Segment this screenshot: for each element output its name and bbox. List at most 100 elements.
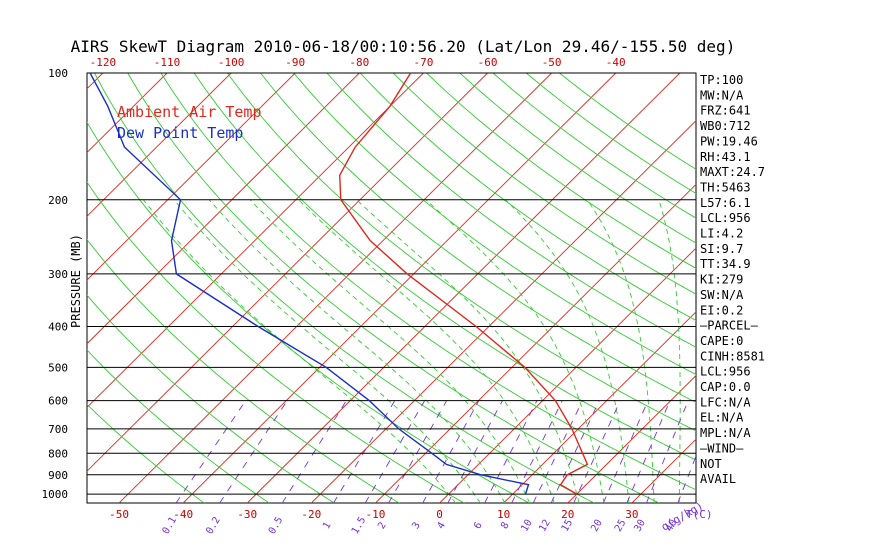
moist-adiabat-line <box>173 199 481 503</box>
top-temp-tick-label: -90 <box>285 56 305 69</box>
dew-point-line <box>89 73 530 495</box>
isotherm-line <box>87 73 168 154</box>
mixing-ratio-tick-label: 15 <box>560 518 576 534</box>
index-item: CINH:8581 <box>700 349 765 363</box>
mixing-ratio-tick-label: 4 <box>435 520 448 531</box>
mixing-ratio-tick-label: 0.5 <box>267 515 286 536</box>
isotherm-line <box>118 73 552 503</box>
top-temp-tick-label: -60 <box>478 56 498 69</box>
pressure-tick-label: 800 <box>48 447 68 460</box>
top-temp-tick-label: -70 <box>413 56 433 69</box>
index-item: MW:N/A <box>700 88 744 102</box>
index-item: KI:279 <box>700 273 743 287</box>
bottom-temp-tick-label: -10 <box>366 508 386 521</box>
dry-adiabat-line <box>193 73 696 461</box>
index-item: EI:0.2 <box>700 303 743 317</box>
pressure-tick-label: 700 <box>48 423 68 436</box>
top-temp-tick-label: -110 <box>154 56 181 69</box>
bottom-temp-tick-label: 20 <box>561 508 574 521</box>
dry-adiabat-line <box>392 73 696 295</box>
index-item: NOT <box>700 457 722 471</box>
isotherm-line <box>182 73 617 503</box>
y-axis-label: PRESSURE (MB) <box>69 234 83 328</box>
pressure-tick-label: 600 <box>48 395 68 408</box>
top-temp-tick-labels: -120 -110 -100 -90 -80 -70 -60 -50 -40 <box>90 56 626 69</box>
pressure-tick-label: 100 <box>48 67 68 80</box>
moist-adiabat-lines <box>143 199 681 503</box>
chart-title: AIRS SkewT Diagram 2010-06-18/00:10:56.2… <box>71 37 736 56</box>
mixing-ratio-tick-label: 30 <box>632 518 648 534</box>
dry-adiabat-line <box>293 73 696 376</box>
mixing-ratio-lines <box>175 400 696 503</box>
dry-adiabat-line <box>87 294 335 503</box>
index-item: PW:19.46 <box>700 134 758 148</box>
isotherm-line <box>246 73 681 503</box>
mixing-ratio-line <box>484 400 538 503</box>
isotherm-line <box>87 73 232 217</box>
dry-adiabat-line <box>492 73 696 219</box>
dry-adiabat-line <box>326 73 696 348</box>
index-item: CAP:0.0 <box>700 380 751 394</box>
dry-adiabat-line <box>525 73 696 195</box>
mixing-ratio-line <box>447 400 503 503</box>
dry-adiabat-line <box>127 73 660 503</box>
mixing-ratio-tick-label: 40 <box>664 518 680 534</box>
top-temp-tick-label: -100 <box>218 56 245 69</box>
mixing-ratio-line <box>550 400 600 503</box>
index-item: SW:N/A <box>700 288 744 302</box>
bottom-temp-tick-label: -20 <box>301 508 321 521</box>
index-item: RH:43.1 <box>700 150 751 164</box>
isotherm-line <box>87 73 360 345</box>
dry-adiabat-line <box>87 403 205 503</box>
index-item: EL:N/A <box>700 411 744 425</box>
index-item: MPL:N/A <box>700 426 751 440</box>
bottom-temp-tick-label: 10 <box>497 508 510 521</box>
mixing-ratio-line <box>646 400 689 503</box>
isotherm-line <box>760 73 870 503</box>
mixing-ratio-line <box>422 400 480 503</box>
mixing-ratio-line <box>677 454 696 503</box>
pressure-tick-label: 900 <box>48 469 68 482</box>
index-item: AVAIL <box>700 472 736 486</box>
index-item: MAXT:24.7 <box>700 165 765 179</box>
index-item: LI:4.2 <box>700 227 743 241</box>
isotherm-line <box>503 311 696 503</box>
pressure-tick-label: 500 <box>48 361 68 374</box>
legend-entry: Dew Point Temp <box>117 124 243 142</box>
index-item: LFC:N/A <box>700 395 751 409</box>
ambient-temp-line <box>338 73 589 495</box>
mixing-ratio-tick-label: 12 <box>537 518 553 534</box>
isotherm-line <box>439 247 696 503</box>
mixing-ratio-tick-label: 1 <box>321 520 334 531</box>
index-item: —PARCEL— <box>700 319 759 333</box>
index-item: TH:5463 <box>700 180 751 194</box>
top-temp-tick-label: -40 <box>606 56 626 69</box>
index-item: CAPE:0 <box>700 334 743 348</box>
bottom-temp-tick-labels: -50 -40 -30 -20 -10 0 10 20 30 <box>109 508 638 521</box>
bottom-temp-tick-label: -50 <box>109 508 129 521</box>
moist-adiabat-line <box>356 199 580 503</box>
mixing-ratio-line <box>175 400 247 503</box>
dry-adiabat-line <box>226 73 696 432</box>
bottom-temp-tick-label: 30 <box>625 508 638 521</box>
moist-adiabat-line <box>298 199 555 503</box>
isotherm-line <box>567 374 696 503</box>
isotherm-line <box>87 73 488 472</box>
isotherm-line <box>0 73 39 503</box>
mixing-ratio-tick-label: 2 <box>376 520 389 531</box>
mixing-ratio-tick-label: 20 <box>589 518 605 534</box>
isotherm-line <box>87 73 296 281</box>
moist-adiabat-line <box>249 199 530 503</box>
isobar-lines <box>87 72 696 495</box>
isotherm-lines <box>0 73 870 503</box>
dry-adiabat-line <box>260 73 696 403</box>
dry-adiabat-line <box>426 73 696 269</box>
pressure-tick-label: 200 <box>48 194 68 207</box>
mixing-ratio-line <box>333 400 396 503</box>
pressure-tick-label: 400 <box>48 321 68 334</box>
profile-series <box>89 73 589 495</box>
moist-adiabat-line <box>505 199 630 503</box>
mixing-ratio-line <box>219 400 288 503</box>
